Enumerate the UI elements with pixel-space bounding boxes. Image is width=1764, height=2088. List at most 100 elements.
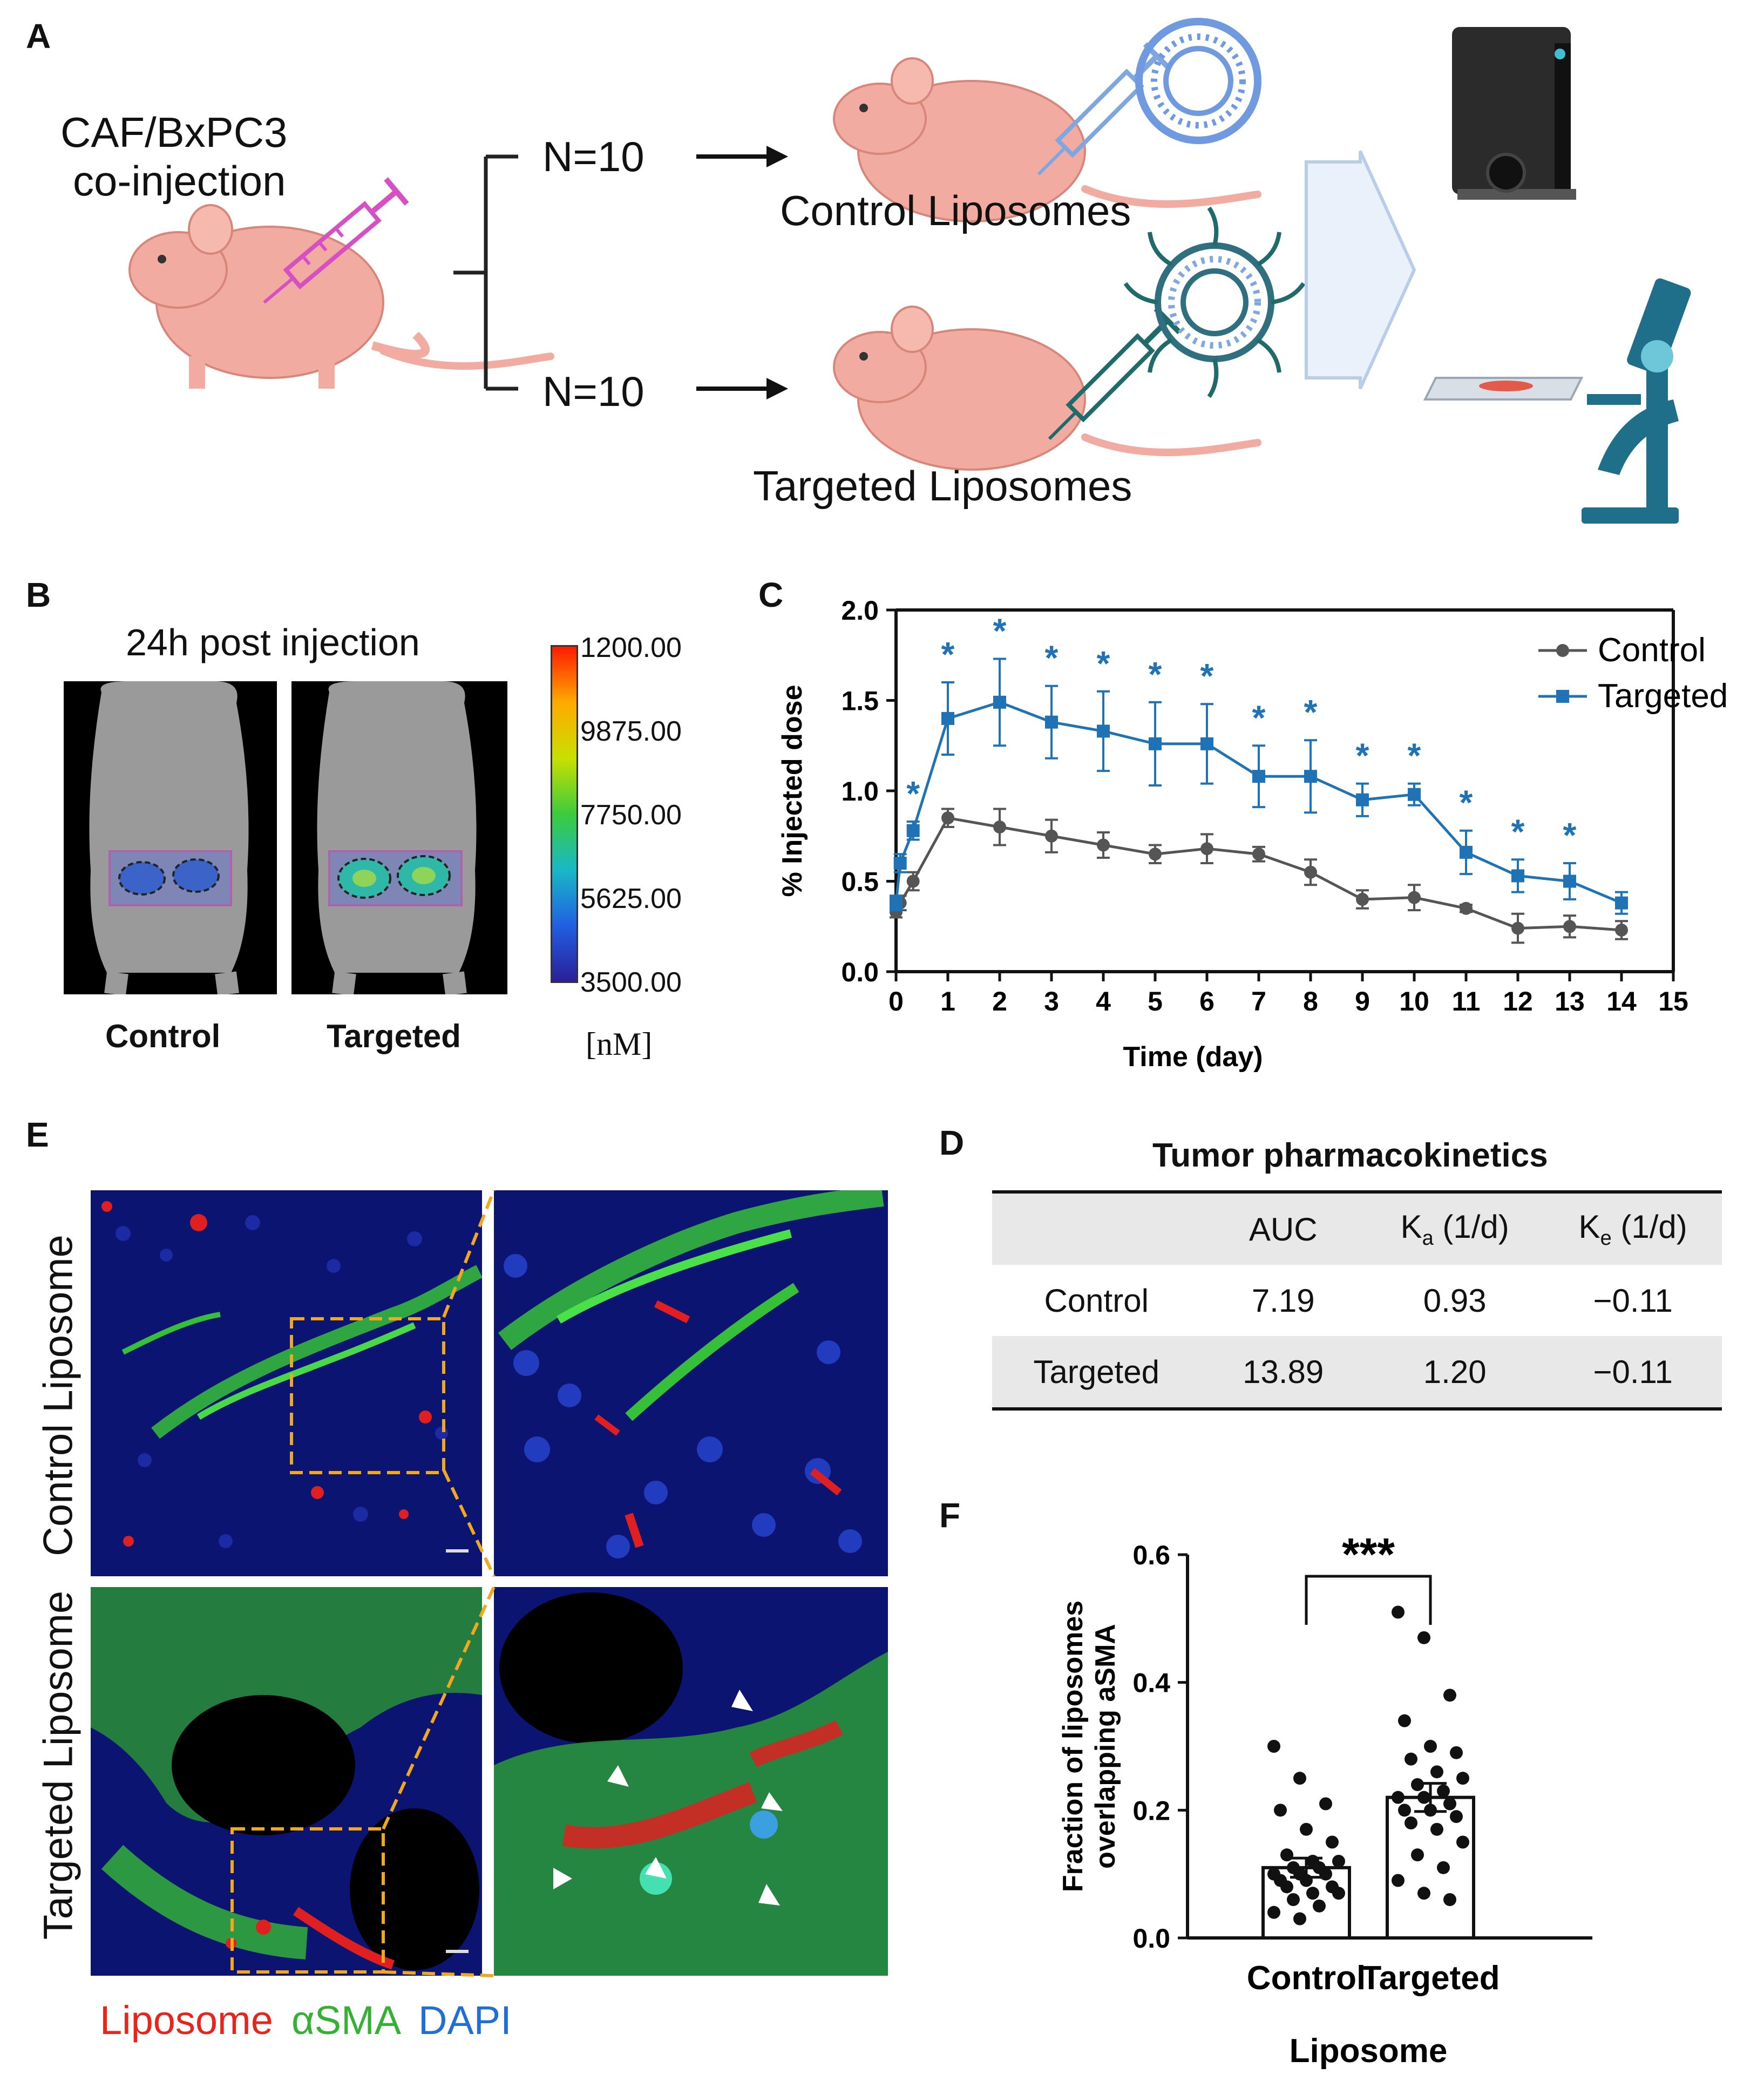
- micrograph-targeted: [91, 1587, 482, 1976]
- data-point: [1430, 1765, 1443, 1779]
- data-point: [1430, 1822, 1443, 1836]
- ka-unit: (1/d): [1433, 1209, 1509, 1245]
- significance-star: *: [993, 611, 1007, 650]
- data-point: [1300, 1822, 1313, 1836]
- panel-b-title: 24h post injection: [126, 621, 420, 663]
- label-control: Control: [105, 1018, 221, 1054]
- table-title: Tumor pharmacokinetics: [1152, 1137, 1548, 1174]
- data-point: [906, 874, 920, 888]
- colorbar-tick: 1200.00: [580, 632, 682, 663]
- table-cell: Targeted: [1033, 1353, 1159, 1390]
- data-point: [1293, 1912, 1306, 1926]
- microscope-icon: [1582, 278, 1691, 524]
- table-cell: 1.20: [1423, 1353, 1487, 1390]
- data-point: [1319, 1867, 1332, 1881]
- x-tick-label: 9: [1355, 986, 1370, 1016]
- legend-label: Targeted: [1598, 677, 1728, 715]
- panel-e-letter: E: [26, 1115, 49, 1154]
- data-point: [1398, 1714, 1411, 1727]
- data-point: [1267, 1740, 1280, 1753]
- mouse-icon: [833, 306, 1261, 471]
- significance-star: *: [1460, 783, 1473, 822]
- data-point: [1411, 1848, 1424, 1862]
- data-point: [1460, 845, 1473, 859]
- data-point: [1437, 1861, 1450, 1874]
- liposome-icon: [1135, 18, 1261, 144]
- significance-star: *: [1563, 816, 1577, 855]
- data-point: [1252, 848, 1265, 861]
- x-tick-label: 1: [940, 986, 955, 1016]
- x-tick-label: 0: [888, 986, 904, 1016]
- data-point: [1411, 1778, 1424, 1791]
- ke-subscript: e: [1600, 1227, 1612, 1250]
- x-tick-label: 4: [1096, 986, 1111, 1016]
- legend-dapi: DAPI: [418, 1998, 512, 2043]
- colorbar-tick: 7750.00: [580, 799, 682, 831]
- y-tick-label: 0.4: [1132, 1668, 1170, 1698]
- x-tick-label: 10: [1399, 986, 1429, 1016]
- data-point: [1456, 1772, 1469, 1785]
- x-tick-label: 14: [1606, 986, 1637, 1016]
- x-tick-label: 12: [1503, 986, 1533, 1016]
- group1-label: Control Liposomes: [780, 187, 1131, 234]
- data-point: [1252, 770, 1265, 783]
- data-point: [1615, 923, 1628, 937]
- arrow-icon: [696, 378, 788, 399]
- data-point: [1319, 1797, 1332, 1811]
- y-axis-label: Fraction of liposomes: [1057, 1601, 1089, 1892]
- data-point: [1450, 1746, 1463, 1759]
- ke-unit: (1/d): [1611, 1209, 1687, 1245]
- data-point: [1326, 1835, 1339, 1849]
- data-point: [993, 821, 1006, 833]
- table-cell: 7.19: [1251, 1282, 1315, 1319]
- colorbar-tick: 5625.00: [580, 883, 682, 914]
- table-cell: 13.89: [1243, 1353, 1324, 1390]
- data-point: [993, 695, 1006, 709]
- data-point: [1615, 896, 1628, 910]
- significance-star: *: [1097, 644, 1110, 683]
- micrograph-control: [91, 1190, 482, 1576]
- significance-star: *: [1252, 698, 1266, 737]
- data-point: [1511, 869, 1524, 883]
- y-tick-label: 1.5: [841, 686, 879, 716]
- data-point: [1405, 1816, 1417, 1829]
- significance-bracket: [1305, 1575, 1432, 1625]
- data-point: [1408, 891, 1421, 904]
- targeted-liposome-icon: [1123, 206, 1306, 398]
- micrograph-targeted-zoom: [494, 1587, 888, 1976]
- x-tick-label: 2: [992, 986, 1007, 1016]
- legend-asma: αSMA: [291, 1998, 402, 2043]
- significance-star: *: [1149, 655, 1162, 694]
- data-point: [1417, 1887, 1430, 1900]
- y-tick-label: 0.6: [1132, 1540, 1170, 1570]
- data-point: [941, 811, 954, 825]
- data-point: [1356, 793, 1369, 806]
- significance-star: *: [1356, 736, 1369, 775]
- significance-star: *: [1200, 656, 1214, 695]
- pk-table: AUC Ka (1/d) Ke (1/d) Control 7.19 0.93 …: [992, 1194, 1722, 1407]
- table-header-ke: Ke (1/d): [1544, 1194, 1722, 1265]
- x-tick-label: 3: [1044, 986, 1059, 1016]
- data-point: [1045, 829, 1058, 843]
- x-tick-label: 11: [1452, 986, 1481, 1016]
- syringe-icon: [263, 177, 409, 304]
- data-point: [1200, 842, 1213, 856]
- significance-star: *: [1304, 693, 1318, 731]
- data-point: [1304, 865, 1317, 879]
- data-point: [1563, 920, 1576, 933]
- ka-subscript: a: [1422, 1227, 1434, 1250]
- table-cell: −0.11: [1593, 1353, 1673, 1390]
- y-axis-label: % Injected dose: [777, 685, 808, 897]
- table-header-cell: [992, 1194, 1200, 1265]
- x-tick-label: 5: [1148, 986, 1163, 1016]
- micrograph-control-zoom: [494, 1190, 888, 1576]
- data-point: [1443, 1893, 1456, 1906]
- data-point: [906, 824, 920, 837]
- data-point: [1304, 770, 1317, 783]
- data-point: [1332, 1887, 1345, 1900]
- data-point: [1424, 1804, 1437, 1817]
- ke-symbol: K: [1578, 1209, 1600, 1245]
- coinjection-line1: CAF/BxPC3: [60, 109, 288, 156]
- data-point: [1398, 1804, 1411, 1817]
